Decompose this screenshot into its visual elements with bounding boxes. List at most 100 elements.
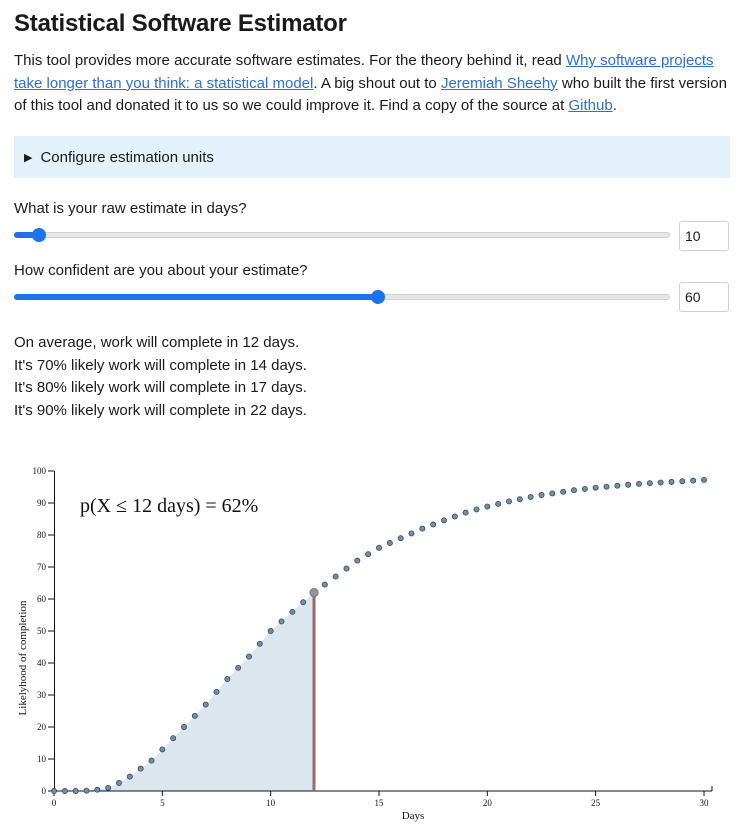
intro-text-1: This tool provides more accurate softwar… (14, 52, 566, 69)
data-point (51, 788, 57, 794)
y-tick-label-90: 90 (37, 498, 47, 508)
disclosure-triangle-icon: ▶ (24, 151, 33, 164)
data-point (300, 599, 307, 606)
result-70: It's 70% likely work will complete in 14… (14, 356, 307, 374)
confidence-slider[interactable] (14, 286, 670, 308)
data-point (246, 653, 252, 660)
x-tick-label-15: 15 (375, 798, 385, 808)
data-point (278, 618, 285, 625)
data-point (397, 535, 404, 542)
x-tick-label-25: 25 (591, 798, 601, 808)
y-tick-label-0: 0 (42, 786, 47, 796)
data-point (202, 701, 209, 708)
configure-units-toggle[interactable]: ▶ Configure estimation units (14, 136, 730, 178)
data-point (148, 757, 155, 764)
y-tick-label-40: 40 (37, 658, 47, 668)
x-tick-label-0: 0 (52, 798, 57, 808)
data-point (126, 773, 133, 780)
chart-annotation: p(X ≤ 12 days) = 62% (80, 495, 258, 517)
y-tick-label-70: 70 (37, 562, 47, 572)
estimate-slider-thumb[interactable] (32, 228, 46, 242)
data-point (256, 640, 263, 647)
x-tick-label-20: 20 (483, 798, 493, 808)
data-point (441, 517, 447, 524)
intro-paragraph: This tool provides more accurate softwar… (14, 50, 730, 118)
data-point (386, 540, 393, 546)
data-point (332, 573, 339, 580)
confidence-slider-thumb[interactable] (371, 290, 385, 304)
data-point (289, 608, 296, 615)
data-point (636, 480, 642, 487)
confidence-slider-fill (14, 294, 378, 300)
author-link[interactable]: Jeremiah Sheehy (440, 74, 558, 92)
data-point (191, 712, 198, 719)
data-point (462, 509, 469, 516)
data-point (668, 478, 675, 485)
estimate-slider[interactable] (14, 224, 670, 246)
data-point (224, 676, 231, 682)
data-point (213, 688, 220, 695)
data-point (181, 724, 187, 730)
data-point (354, 557, 361, 564)
data-point (94, 786, 101, 793)
data-point (527, 493, 534, 500)
data-point (560, 488, 567, 495)
data-point (116, 780, 122, 786)
data-point (625, 481, 632, 488)
y-tick-label-100: 100 (33, 466, 47, 476)
data-point (376, 544, 382, 551)
data-point (159, 746, 166, 753)
data-point (679, 478, 686, 485)
x-tick-label-5: 5 (160, 798, 165, 808)
github-link[interactable]: Github (568, 97, 613, 114)
y-tick-label-20: 20 (37, 722, 47, 732)
y-tick-label-50: 50 (37, 626, 47, 636)
y-tick-label-30: 30 (37, 690, 47, 700)
data-point (343, 565, 350, 572)
data-point (473, 506, 480, 513)
completion-likelihood-chart: 0 5 10 15 20 25 30 0 10 20 30 40 50 60 70 80 90 100 p(X ≤… (17, 466, 713, 822)
data-point (235, 664, 242, 671)
data-point (365, 551, 372, 558)
estimate-number-input[interactable]: 10 (679, 221, 729, 251)
data-point (549, 490, 556, 497)
data-points-group (51, 477, 707, 794)
intro-text-4: . (612, 97, 617, 114)
data-point (538, 492, 545, 498)
x-tick-label-10: 10 (266, 798, 276, 808)
data-point (430, 521, 437, 528)
data-point (137, 765, 144, 772)
data-point (646, 480, 653, 487)
estimate-slider-track (14, 232, 670, 238)
data-point (571, 487, 577, 494)
data-point (614, 482, 621, 489)
data-point (170, 735, 177, 742)
page-title: Statistical Software Estimator (14, 10, 347, 37)
data-point (657, 479, 664, 486)
estimate-question: What is your raw estimate in days? (14, 200, 247, 217)
data-point (506, 498, 512, 505)
data-point (592, 484, 599, 491)
results-list: On average, work will complete in 12 day… (14, 332, 307, 422)
area-under-curve-group (54, 592, 314, 791)
configure-units-label: Configure estimation units (40, 148, 214, 166)
result-80: It's 80% likely work will complete in 17… (14, 379, 307, 396)
data-point (72, 788, 79, 794)
y-tick-label-10: 10 (37, 754, 47, 764)
y-tick-label-80: 80 (37, 530, 47, 540)
result-90: It's 90% likely work will complete in 22… (14, 401, 307, 419)
x-axis-label: Days (402, 810, 425, 822)
y-axis-label: Likelyhood of completion (17, 600, 29, 715)
theory-link[interactable]: Why software projects take longer than y… (14, 52, 714, 92)
intro-text-2: . A big shout out to (313, 74, 441, 92)
data-point (484, 503, 491, 510)
area-under-curve (54, 592, 314, 791)
chart-axes-group: 0 5 10 15 20 25 30 0 10 20 30 40 50 60 70 80 90 100 (33, 466, 713, 808)
data-point (267, 628, 274, 634)
data-point (61, 788, 68, 794)
data-point (690, 477, 697, 484)
confidence-number-input[interactable]: 60 (679, 282, 729, 312)
result-average: On average, work will complete in 12 day… (14, 334, 300, 351)
data-point (516, 496, 523, 503)
y-tick-label-60: 60 (37, 594, 47, 604)
